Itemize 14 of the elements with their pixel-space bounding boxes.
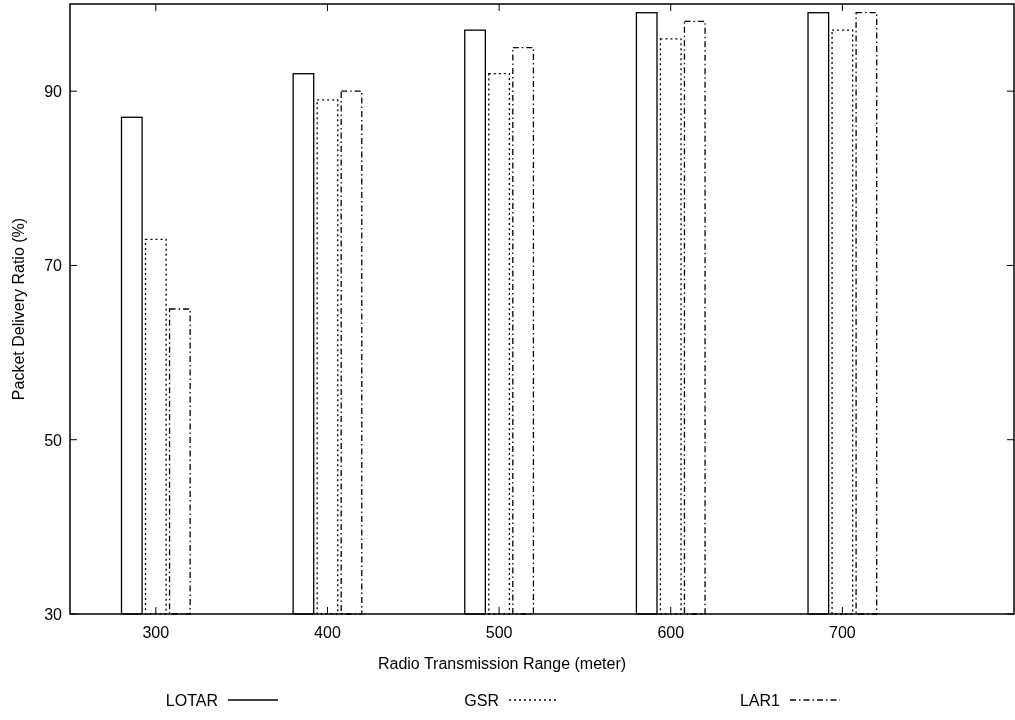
x-tick-label: 700: [829, 624, 856, 641]
legend-label: GSR: [464, 692, 499, 709]
legend-label: LAR1: [739, 692, 781, 709]
x-axis-title: Radio Transmission Range (meter): [377, 655, 627, 672]
y-tick-label: 90: [44, 83, 63, 101]
x-tick-label: 400: [314, 624, 341, 641]
y-tick-label: 70: [44, 257, 63, 275]
y-axis-title: Packet Delivery Ratio (%): [10, 217, 27, 401]
x-tick-label: 600: [657, 624, 685, 641]
x-tick-label: 300: [142, 624, 170, 641]
y-tick-label: 50: [44, 431, 63, 449]
legend-label: LOTAR: [165, 692, 218, 709]
y-tick-label: 30: [44, 606, 63, 623]
x-tick-label: 500: [485, 624, 513, 641]
